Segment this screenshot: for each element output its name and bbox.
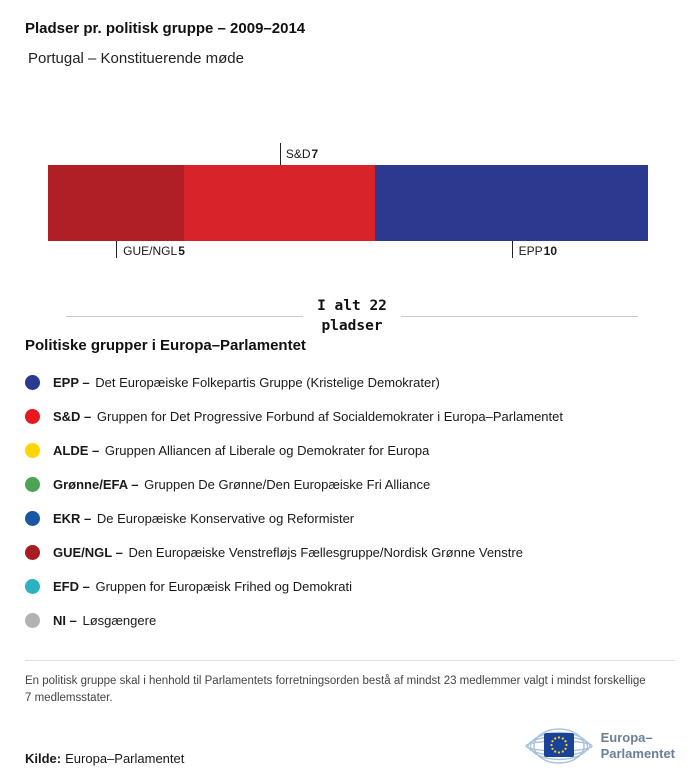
total-seats-block: I alt 22 pladser [66,297,638,336]
legend-color-dot [25,476,40,492]
legend-color-dot [25,408,40,424]
divider-rule [25,660,675,661]
legend-item-text: Grønne/EFA – Gruppen De Grønne/Den Europ… [53,476,431,492]
logo-wordmark: Europa– Parlamentet [601,730,675,761]
bar-label-name: S&D [285,147,311,161]
bar-label-name: EPP [518,244,543,258]
legend-color-dot [25,612,40,628]
total-seats-line2: pladser [321,317,383,334]
legend-list: EPP – Det Europæiske Folkepartis Gruppe … [25,365,675,637]
logo-line2: Parlamentet [600,746,675,761]
bar-label-value: 7 [311,147,319,161]
legend-color-dot [25,374,40,390]
legend-color-dot [25,510,40,526]
legend-item-efd: EFD – Gruppen for Europæisk Frihed og De… [25,569,675,603]
legend-item-text: EKR – De Europæiske Konservative og Refo… [53,510,355,526]
bar-segment-gue-ngl [48,165,185,241]
bar-segment-epp [375,165,648,241]
bar-label-gue-ngl: GUE/NGL 5 [116,241,185,258]
legend-color-dot [25,578,40,594]
legend-item-text: EFD – Gruppen for Europæisk Frihed og De… [53,578,352,594]
source-line: Kilde: Europa–Parlamentet [25,751,184,766]
legend-item-s-d: S&D – Gruppen for Det Progressive Forbun… [25,399,675,433]
legend-item-text: S&D – Gruppen for Det Progressive Forbun… [53,408,563,424]
bar-label-value: 5 [178,244,185,258]
bar-label-s-d: S&D 7 [279,143,319,165]
total-left-rule [66,316,304,318]
legend-item-text: GUE/NGL – Den Europæiske Venstrefløjs Fæ… [53,544,523,560]
page-title: Pladser pr. politisk gruppe – 2009–2014 [25,20,306,37]
legend-item-epp: EPP – Det Europæiske Folkepartis Gruppe … [25,365,675,399]
legend-item-text: NI – Løsgængere [53,612,157,628]
bar-label-name: GUE/NGL [123,244,178,258]
legend-item-alde: ALDE – Gruppen Alliancen af Liberale og … [25,433,675,467]
legend-item-ekr: EKR – De Europæiske Konservative og Refo… [25,501,675,535]
stacked-bar: GUE/NGL 5 S&D 7 EPP 10 [48,143,648,258]
logo-line1: Europa– [600,730,653,746]
bar-label-epp: EPP 10 [511,241,557,258]
bar-segment-s-d [184,165,376,241]
legend-heading: Politiske grupper i Europa–Parlamentet [25,337,306,354]
legend-color-dot [25,544,40,560]
bar-label-value: 10 [543,244,557,258]
eu-flag [543,733,574,757]
source-value: Europa–Parlamentet [65,751,185,766]
total-seats-text: I alt 22 pladser [317,297,387,336]
legend-item-ni: NI – Løsgængere [25,603,675,637]
eu-flag-stars [549,736,568,754]
eu-parliament-flag-icon [524,728,593,764]
legend-item-text: ALDE – Gruppen Alliancen af Liberale og … [53,442,430,458]
total-right-rule [400,316,638,318]
legend-color-dot [25,442,40,458]
european-parliament-logo: Europa– Parlamentet [524,725,675,767]
page-subtitle: Portugal – Konstituerende møde [28,50,244,67]
total-seats-line1: I alt 22 [317,298,387,314]
legend-item-text: EPP – Det Europæiske Folkepartis Gruppe … [53,374,440,390]
legend-item-gr-nne-efa: Grønne/EFA – Gruppen De Grønne/Den Europ… [25,467,675,501]
legend-item-gue-ngl: GUE/NGL – Den Europæiske Venstrefløjs Fæ… [25,535,675,569]
source-label: Kilde: [25,751,62,766]
footnote-text: En politisk gruppe skal i henhold til Pa… [25,675,646,705]
